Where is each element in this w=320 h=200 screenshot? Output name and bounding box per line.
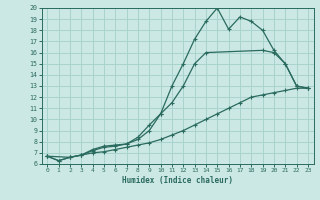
X-axis label: Humidex (Indice chaleur): Humidex (Indice chaleur) [122,176,233,185]
